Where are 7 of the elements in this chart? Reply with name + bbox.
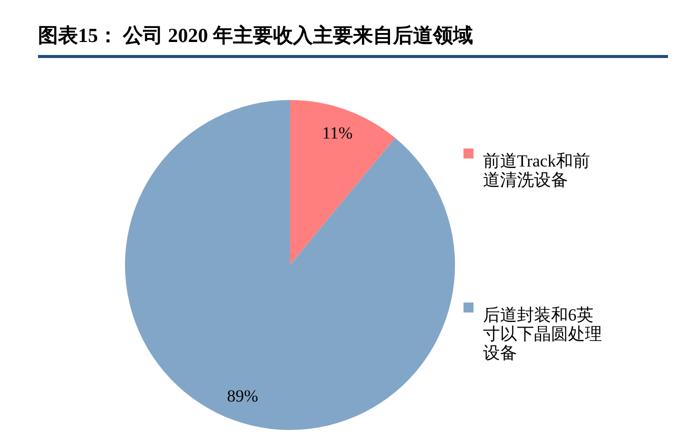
legend-label: 后道封装和6英寸以下晶圆处理设备 (483, 306, 602, 362)
data-label: 89% (226, 386, 258, 406)
pie-slice (290, 100, 396, 265)
pie-slice (125, 100, 455, 430)
data-label: 11% (322, 123, 353, 142)
legend-label: 前道Track和前道清洗设备 (483, 152, 590, 190)
chart-title: 图表15： 公司 2020 年主要收入主要来自后道领域 (38, 22, 668, 58)
